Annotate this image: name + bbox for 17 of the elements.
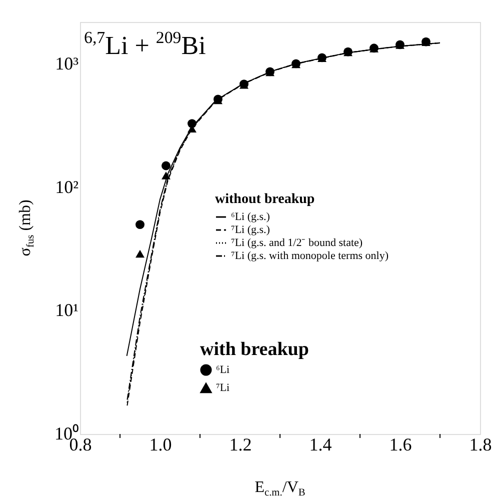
x-tick-label: 1.0 <box>149 434 172 454</box>
annotation: with breakup <box>200 339 309 360</box>
legend-label: ⁷Li (g.s.) <box>231 224 270 236</box>
legend-label: ⁷Li (g.s. with monopole terms only) <box>231 250 389 262</box>
legend-label: ⁶Li (g.s.) <box>231 211 270 223</box>
legend-label: ⁷Li (g.s. and 1/2⁻ bound state) <box>231 237 363 249</box>
legend-label: ⁶Li <box>216 364 230 376</box>
legend-title: without breakup <box>215 192 315 207</box>
y-tick-label: 10¹ <box>55 300 78 320</box>
y-tick-label: 10² <box>55 176 78 197</box>
y-axis-title: σfus (mb) <box>17 200 37 256</box>
x-tick-label: 1.8 <box>469 434 492 454</box>
x-tick-label: 1.6 <box>389 434 412 454</box>
legend-label: ⁷Li <box>216 382 230 394</box>
x-tick-label: 1.2 <box>229 434 252 454</box>
y-tick-label: 10³ <box>55 54 80 74</box>
x-tick-label: 1.4 <box>309 434 332 454</box>
